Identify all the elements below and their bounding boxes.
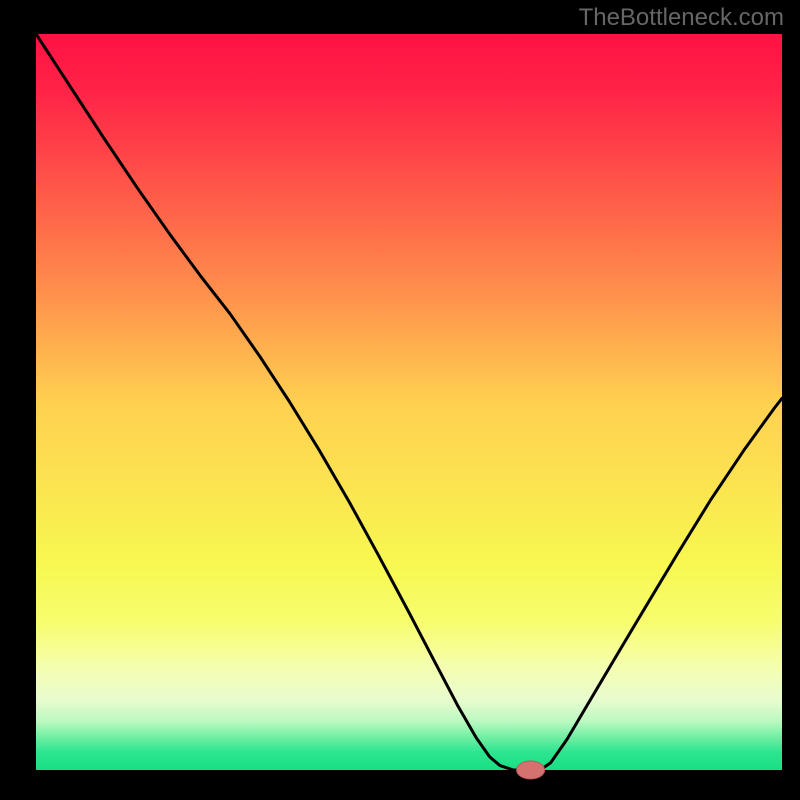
chart-svg	[0, 0, 800, 800]
watermark-text: TheBottleneck.com	[579, 4, 784, 32]
bottleneck-chart	[0, 0, 800, 800]
